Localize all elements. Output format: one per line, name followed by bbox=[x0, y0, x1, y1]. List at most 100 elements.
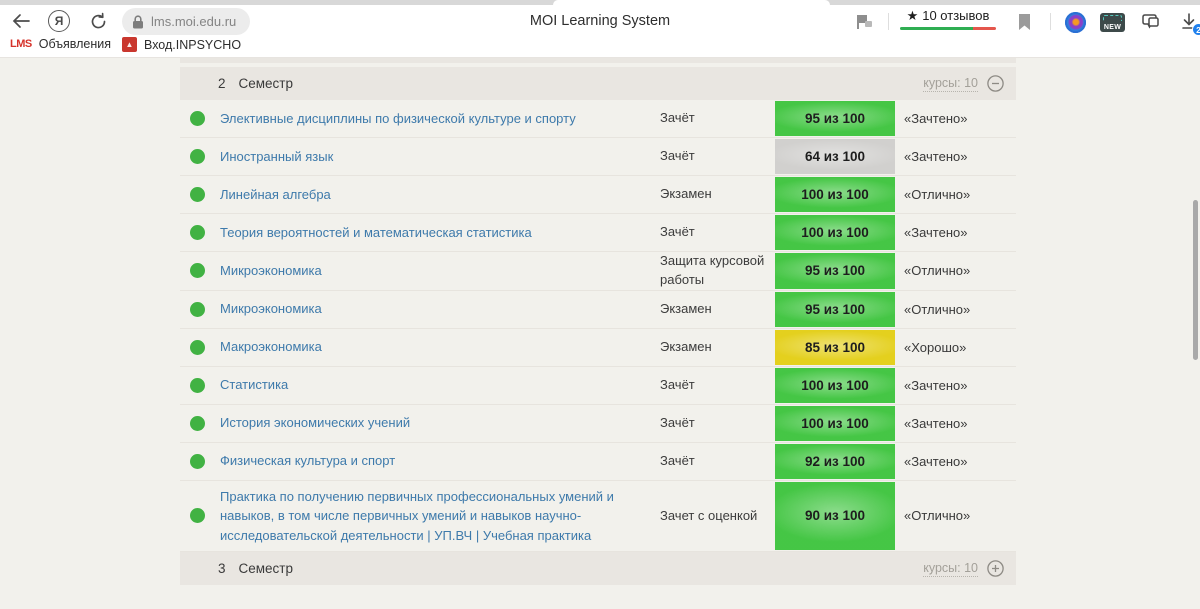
status-dot-icon bbox=[190, 453, 205, 469]
status-dot-icon bbox=[190, 339, 205, 355]
score-badge: 95 из 100 bbox=[775, 101, 895, 136]
downloads-count-badge: 2 bbox=[1192, 23, 1200, 36]
expand-plus-icon[interactable] bbox=[987, 560, 1004, 577]
course-row: Практика по получению первичных професси… bbox=[180, 480, 1016, 553]
gradebook-table: 2 Семестр курсы: 10 Элективные дисциплин… bbox=[180, 67, 1016, 586]
status-dot-icon bbox=[190, 415, 205, 431]
status-dot-cell bbox=[180, 187, 220, 202]
status-dot-icon bbox=[190, 149, 205, 164]
lms-logo-icon: LMS bbox=[10, 38, 32, 50]
course-link[interactable]: История экономических учений bbox=[220, 415, 411, 431]
assessment-type: Зачёт bbox=[660, 148, 695, 164]
protect-icon[interactable] bbox=[852, 10, 878, 34]
address-bar[interactable]: lms.moi.edu.ru bbox=[122, 8, 250, 35]
scrollbar-thumb[interactable] bbox=[1193, 200, 1198, 360]
course-row: Физическая культура и спорт Зачёт 92 из 10… bbox=[180, 442, 1016, 481]
status-dot-cell bbox=[180, 111, 220, 126]
assessment-type: Экзамен bbox=[660, 338, 712, 354]
status-dot-icon bbox=[190, 377, 205, 393]
refresh-icon bbox=[89, 12, 108, 31]
assessment-type: Зачёт bbox=[660, 224, 695, 240]
score-badge: 85 из 100 bbox=[775, 329, 895, 365]
score-badge: 100 из 100 bbox=[775, 367, 895, 403]
courses-count-link[interactable]: курсы: 10 bbox=[923, 75, 978, 92]
downloads-button[interactable]: 2 bbox=[1176, 9, 1200, 36]
assessment-type: Зачёт bbox=[660, 414, 695, 430]
yandex-logo-icon: Я bbox=[48, 10, 70, 32]
course-link[interactable]: Элективные дисциплины по физической куль… bbox=[220, 110, 576, 126]
status-dot-icon bbox=[190, 508, 205, 524]
semester-label: Семестр bbox=[238, 76, 294, 91]
back-arrow-icon bbox=[11, 13, 31, 29]
course-link[interactable]: Иностранный язык bbox=[220, 148, 334, 164]
inpsycho-logo-icon: ▲ bbox=[122, 37, 137, 52]
course-link[interactable]: Статистика bbox=[220, 377, 289, 393]
site-reviews-widget[interactable]: ★ 10 отзывов bbox=[900, 8, 996, 30]
yandex-home-button[interactable]: Я bbox=[47, 9, 71, 33]
page-title: MOI Learning System bbox=[529, 13, 671, 29]
assessment-type: Защита курсовой работы bbox=[660, 253, 765, 287]
reviews-rating-bar bbox=[900, 27, 996, 30]
camera-new-icon: NEW bbox=[1100, 12, 1125, 32]
bookmark-label: Объявления bbox=[38, 37, 112, 51]
course-link[interactable]: Микроэкономика bbox=[220, 263, 322, 279]
score-badge: 90 из 100 bbox=[775, 481, 895, 551]
status-dot-cell bbox=[180, 453, 220, 469]
status-dot-icon bbox=[190, 225, 205, 240]
course-row: Статистика Зачёт 100 из 100 «Зачтено» bbox=[180, 366, 1016, 405]
status-dot-cell bbox=[180, 263, 220, 279]
status-dot-cell bbox=[180, 225, 220, 240]
course-link[interactable]: Макроэкономика bbox=[220, 339, 322, 355]
semester-3-header[interactable]: 3 Семестр курсы: 10 bbox=[180, 552, 1016, 586]
semester-number: 2 bbox=[218, 76, 226, 91]
score-badge: 64 из 100 bbox=[775, 139, 895, 174]
courses-count-link[interactable]: курсы: 10 bbox=[923, 560, 978, 577]
score-badge: 100 из 100 bbox=[775, 215, 895, 250]
screenshot-extension-button[interactable]: NEW bbox=[1100, 12, 1125, 32]
course-link[interactable]: Физическая культура и спорт bbox=[220, 453, 396, 469]
status-dot-icon bbox=[190, 111, 205, 126]
grade-text: «Хорошо» bbox=[904, 339, 967, 355]
status-dot-cell bbox=[180, 149, 220, 164]
assessment-type: Экзамен bbox=[660, 300, 712, 316]
extension-browser-icon[interactable] bbox=[1064, 11, 1086, 33]
course-row: Иностранный язык Зачёт 64 из 100 «Зачтено» bbox=[180, 138, 1016, 176]
reviews-count-label: 10 отзывов bbox=[922, 8, 990, 23]
bookmark-item-inpsycho[interactable]: ▲ Вход.INPSYCHO bbox=[122, 37, 241, 52]
collapse-minus-icon[interactable] bbox=[987, 75, 1004, 92]
course-row: Микроэкономика Экзамен 95 из 100 «Отлично» bbox=[180, 290, 1016, 329]
refresh-button[interactable] bbox=[86, 9, 110, 33]
active-tab[interactable] bbox=[553, 0, 830, 5]
grade-text: «Зачтено» bbox=[904, 225, 968, 240]
semester-2-header[interactable]: 2 Семестр курсы: 10 bbox=[180, 67, 1016, 100]
back-button[interactable] bbox=[8, 8, 34, 34]
bookmark-item-announcements[interactable]: LMS Объявления bbox=[10, 37, 111, 51]
status-dot-icon bbox=[190, 263, 205, 279]
grade-text: «Зачтено» bbox=[904, 377, 968, 393]
score-badge: 92 из 100 bbox=[775, 443, 895, 479]
score-badge: 95 из 100 bbox=[775, 291, 895, 327]
course-link[interactable]: Микроэкономика bbox=[220, 301, 322, 317]
grade-text: «Отлично» bbox=[904, 508, 971, 524]
grade-text: «Зачтено» bbox=[904, 453, 968, 469]
semester-number: 3 bbox=[218, 561, 226, 577]
status-dot-cell bbox=[180, 415, 220, 431]
course-link[interactable]: Теория вероятностей и математическая ста… bbox=[220, 224, 532, 240]
grade-text: «Зачтено» bbox=[904, 111, 968, 126]
course-row: Макроэкономика Экзамен 85 из 100 «Хорошо» bbox=[180, 328, 1016, 367]
status-dot-cell bbox=[180, 301, 220, 317]
course-row: История экономических учений Зачёт 100 из … bbox=[180, 404, 1016, 443]
status-dot-icon bbox=[190, 187, 205, 202]
url-text: lms.moi.edu.ru bbox=[151, 14, 237, 29]
browser-chrome: Я lms.moi.edu.ru MOI Learning System bbox=[0, 0, 1200, 58]
assessment-type: Экзамен bbox=[660, 186, 712, 202]
bookmark-button[interactable] bbox=[1012, 10, 1036, 34]
status-dot-cell bbox=[180, 508, 220, 524]
toolbar-divider bbox=[1050, 13, 1051, 30]
course-link[interactable]: Практика по получению первичных професси… bbox=[220, 488, 614, 543]
tab-strip bbox=[0, 0, 1200, 5]
assessment-type: Зачёт bbox=[660, 452, 695, 468]
extension-icon[interactable] bbox=[1138, 10, 1164, 34]
status-dot-cell bbox=[180, 377, 220, 393]
course-link[interactable]: Линейная алгебра bbox=[220, 186, 331, 202]
